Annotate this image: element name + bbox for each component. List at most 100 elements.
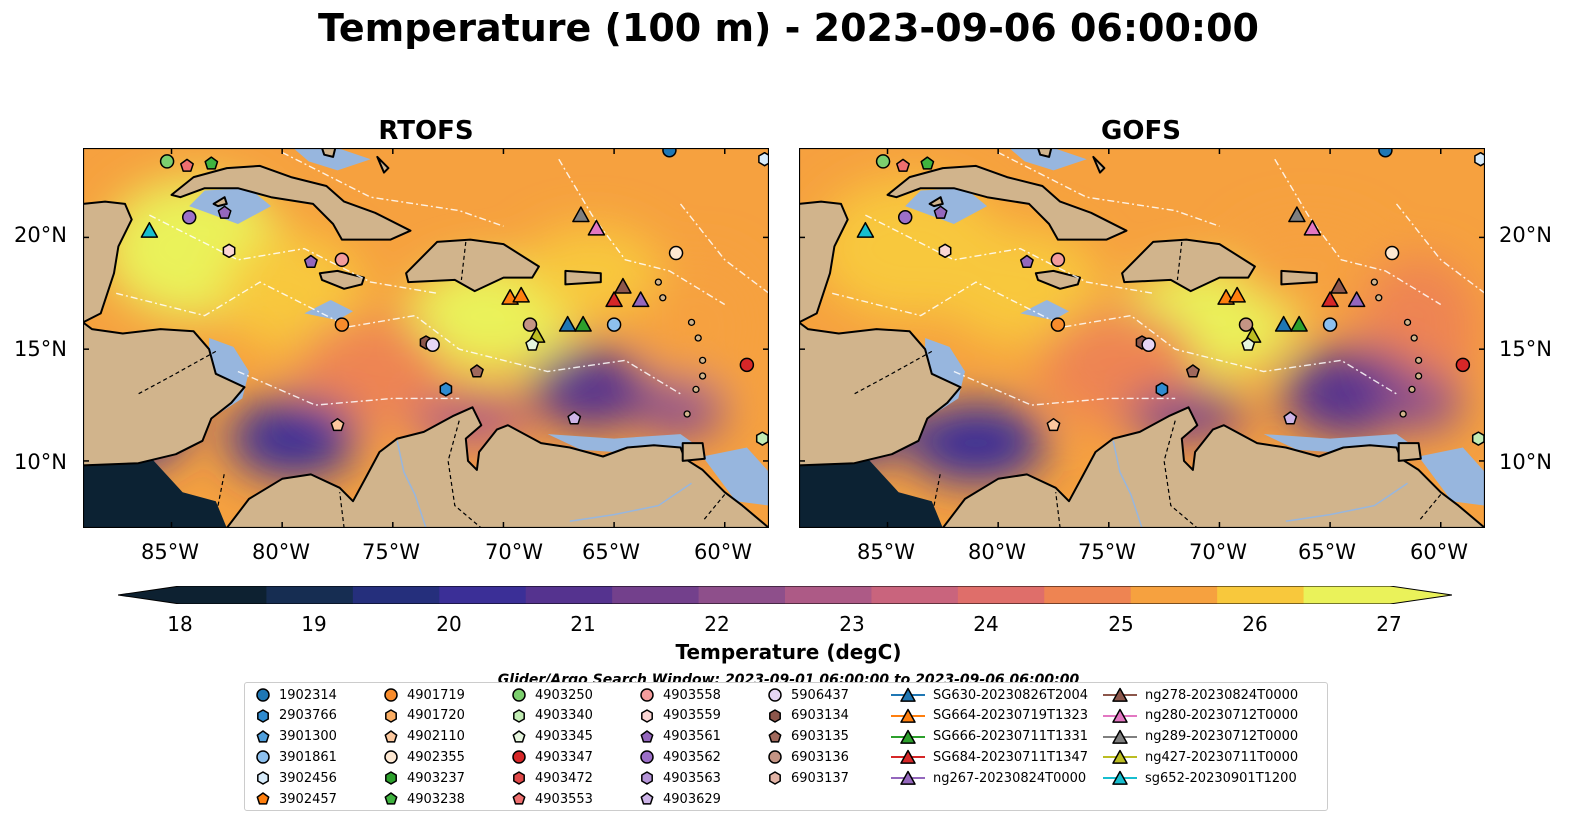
country-border (1163, 420, 1198, 528)
legend-marker-icon (769, 709, 781, 723)
legend-entry: 3901300 (253, 727, 337, 747)
obs-marker-SG684-20230711T1347 (605, 291, 623, 308)
legend-marker-icon (891, 687, 925, 702)
shelf-cuba-shelf (189, 188, 272, 224)
obs-marker-3902456 (1474, 151, 1485, 167)
country-border (460, 241, 467, 280)
obs-marker-6903135 (469, 364, 484, 378)
river-orinoco (1285, 482, 1408, 523)
legend-entry: 6903134 (765, 706, 849, 726)
legend-symbol (256, 792, 270, 805)
rtofs-map[interactable] (83, 148, 769, 528)
obs-marker-sg652-20230901T1200 (856, 221, 875, 238)
lat-tick-right-10: 10°N (1499, 450, 1552, 474)
colorbar-label: Temperature (degC) (675, 640, 902, 664)
obs-marker-2903766 (1155, 382, 1169, 397)
legend-marker-icon (641, 709, 653, 723)
lat-tick-right-20: 20°N (1499, 223, 1552, 247)
legend-entry: SG630-20230826T2004 (889, 685, 1088, 705)
obs-marker-4901719 (1050, 317, 1066, 332)
legend-marker-icon (891, 750, 925, 765)
land-jamaica (318, 269, 365, 290)
land-puerto-rico (1280, 269, 1318, 286)
legend-symbol (384, 729, 398, 743)
legend-label: sg652-20230901T1200 (1145, 770, 1297, 786)
legend-marker-icon (384, 729, 398, 743)
colorbar-segment (785, 586, 872, 604)
legend-marker-icon (891, 770, 925, 786)
eez-boundary (832, 281, 1397, 395)
colorbar-tick-21: 21 (570, 612, 596, 636)
obs-marker-4903345 (1241, 337, 1256, 351)
river-magdalena (1112, 440, 1143, 528)
legend-entry: ng289-20230712T0000 (1101, 727, 1298, 747)
obs-marker-4903553 (180, 158, 194, 172)
eez-boundary (679, 203, 769, 294)
legend-entry: 4902110 (381, 727, 465, 747)
country-border (447, 420, 482, 528)
map-frame (799, 148, 1485, 528)
lon-tick-80-left: 80°W (252, 540, 310, 564)
legend-marker-icon (512, 750, 526, 765)
lon-tick-80-right: 80°W (968, 540, 1026, 564)
legend-entry: 6903135 (765, 727, 849, 747)
land-south-america (83, 148, 246, 528)
island (654, 278, 663, 286)
legend-label: 3902457 (279, 791, 337, 807)
legend-marker-icon (640, 729, 654, 743)
legend-label: SG684-20230711T1347 (933, 749, 1089, 765)
legend: 1902314 2903766 3901300 3901861 3902456 39024… (244, 682, 1328, 811)
legend-marker-icon (256, 688, 270, 702)
lon-tick-70-right: 70°W (1189, 540, 1247, 564)
colorbar-segment (1303, 586, 1391, 604)
legend-symbol (1112, 687, 1128, 702)
legend-marker-icon (1103, 708, 1137, 723)
legend-entry: 6903136 (765, 747, 849, 767)
obs-marker-SG666-20230711T1331 (1290, 315, 1308, 332)
shelf-bahamas-shelf (1009, 148, 1087, 171)
legend-symbol (384, 792, 398, 805)
legend-label: SG630-20230826T2004 (933, 687, 1089, 703)
obs-marker-3901861 (606, 317, 622, 332)
legend-symbol (1112, 750, 1128, 765)
legend-symbol (512, 750, 526, 765)
legend-symbol (1112, 708, 1128, 723)
obs-marker-4903629 (1283, 411, 1298, 425)
land-yucatan (83, 200, 133, 324)
obs-marker-4903561 (303, 254, 318, 269)
legend-label: 6903136 (791, 749, 849, 765)
legend-marker-icon (512, 792, 526, 805)
colorbar-segment (439, 586, 527, 604)
legend-marker-icon (384, 688, 398, 702)
gofs-map[interactable] (799, 148, 1485, 528)
legend-marker-icon (385, 771, 397, 785)
legend-entry: ng278-20230824T0000 (1101, 685, 1298, 705)
legend-label: 5906437 (791, 687, 849, 703)
legend-marker-icon (256, 792, 270, 805)
shelf-cuba-shelf (905, 188, 988, 224)
legend-entry: 4903629 (637, 789, 721, 809)
legend-label: 4901720 (407, 708, 465, 724)
temperature-blob (223, 233, 364, 354)
obs-marker-ng280-20230712T0000 (587, 219, 606, 236)
legend-entry: 4903347 (509, 747, 593, 767)
legend-label: 4903562 (663, 749, 721, 765)
colorbar-segment (871, 586, 959, 604)
legend-entry: 3902457 (253, 789, 337, 809)
legend-entry: 4903562 (637, 747, 721, 767)
legend-entry: 4902355 (381, 747, 465, 767)
legend-entry: SG666-20230711T1331 (889, 727, 1088, 747)
obs-marker-3901861 (1322, 317, 1338, 332)
legend-marker-icon (768, 750, 782, 765)
legend-symbol (768, 750, 782, 765)
island (692, 385, 700, 394)
obs-marker-4903629 (567, 411, 582, 425)
obs-marker-4903559 (938, 243, 952, 259)
legend-label: 4903238 (407, 791, 465, 807)
legend-symbol (513, 709, 525, 723)
land-puerto-rico (564, 269, 602, 286)
legend-entry: 4903250 (509, 685, 593, 705)
obs-marker-4903561 (933, 205, 948, 219)
legend-marker-icon (640, 688, 654, 702)
legend-label: 6903137 (791, 770, 849, 786)
